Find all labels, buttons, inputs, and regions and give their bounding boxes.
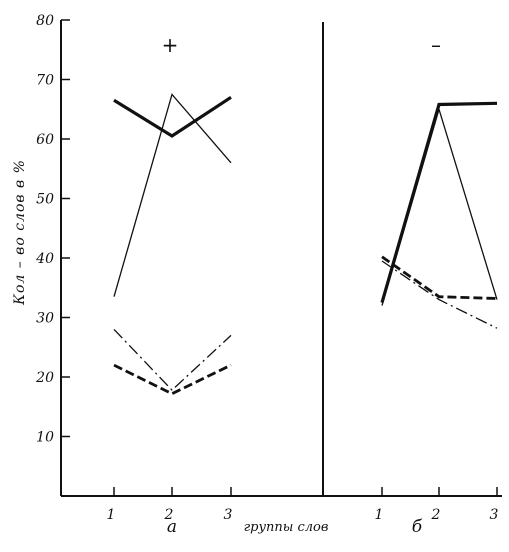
x-tick-label: 1 bbox=[107, 507, 116, 523]
x-tick-label: 2 bbox=[164, 507, 174, 523]
y-tick-label: 20 bbox=[35, 370, 54, 386]
series-line-dash-dot bbox=[381, 260, 498, 329]
panel-a-label: а bbox=[167, 517, 177, 537]
series-layer bbox=[113, 93, 498, 396]
y-tick-label: 80 bbox=[36, 13, 54, 29]
y-ticks: 10 20 30 40 50 60 70 80 bbox=[35, 13, 70, 446]
x-axis-label: группы слов bbox=[244, 520, 329, 535]
x-tick-label: 1 bbox=[375, 507, 384, 523]
x-tick-label: 3 bbox=[490, 507, 499, 523]
series-line-thin-solid bbox=[381, 107, 498, 306]
y-tick-label: 10 bbox=[36, 430, 54, 446]
panel-a-sign: + bbox=[162, 33, 179, 57]
panel-b-sign: – bbox=[431, 33, 441, 57]
axes bbox=[60, 20, 502, 497]
series-line-dash-dot bbox=[113, 328, 232, 392]
x-tick-label: 2 bbox=[431, 507, 441, 523]
y-tick-label: 50 bbox=[36, 192, 54, 208]
series-line-thick-solid bbox=[380, 101, 498, 304]
y-tick-label: 30 bbox=[36, 311, 54, 327]
series-line-thick-solid bbox=[113, 95, 232, 138]
panel-b-label: б bbox=[412, 517, 423, 537]
x-ticks: 1 2 3 1 2 3 bbox=[107, 487, 499, 523]
x-tick-label: 3 bbox=[224, 507, 233, 523]
y-tick-label: 70 bbox=[36, 73, 54, 89]
series-line-dashed bbox=[113, 363, 232, 396]
y-tick-label: 40 bbox=[35, 251, 54, 267]
series-line-thin-solid bbox=[113, 93, 232, 297]
y-tick-label: 60 bbox=[36, 132, 54, 148]
series-line-dashed bbox=[381, 255, 498, 300]
y-axis-label: Кол – во слов в % bbox=[12, 159, 28, 306]
